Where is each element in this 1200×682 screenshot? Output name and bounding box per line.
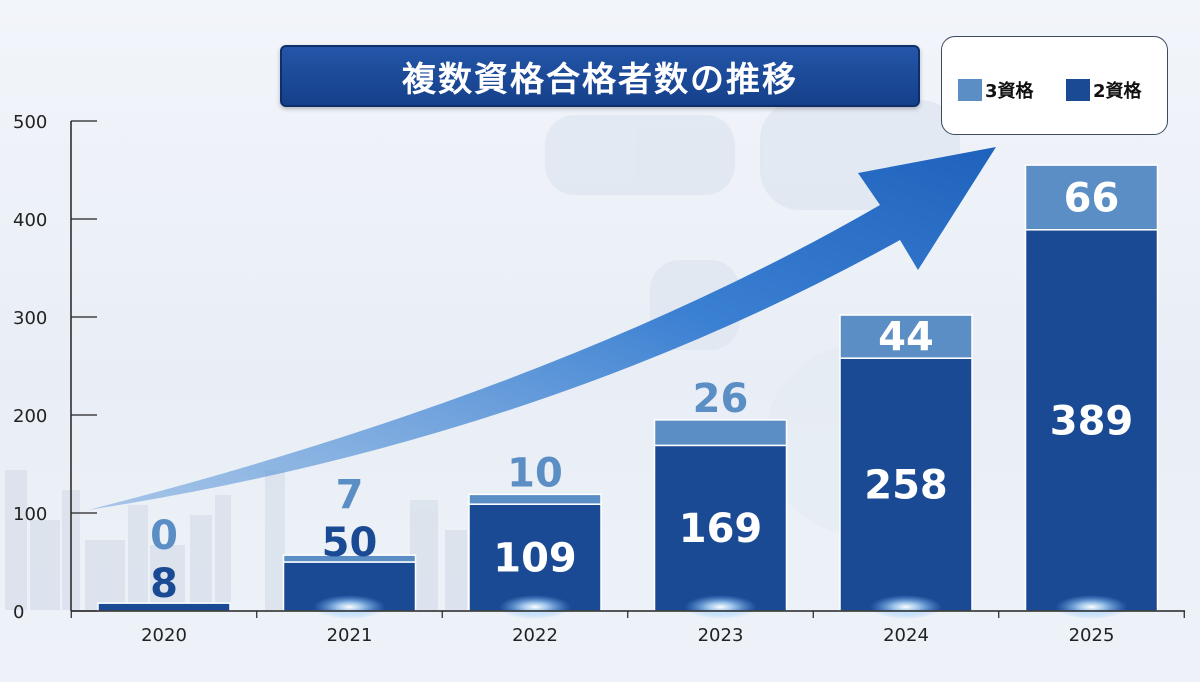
value-label-3-qualifications-2025: 66 (1064, 175, 1120, 221)
value-label-2-qualifications-2023: 169 (679, 506, 763, 552)
bar-base-glow (313, 595, 386, 619)
y-tick-label-500: 500 (13, 112, 47, 133)
bar-3-qualifications-2022 (468, 493, 602, 505)
y-tick-label-400: 400 (13, 210, 47, 231)
bar-2-qualifications-2023 (653, 444, 788, 612)
legend-item-2-qualifications: 2資格 (1066, 77, 1142, 103)
legend-label-3-qualifications: 3資格 (985, 81, 1034, 102)
bar-3-qualifications-2024 (839, 314, 973, 359)
bar-base-glow (684, 595, 757, 619)
x-tick-label-2022: 2022 (512, 625, 558, 646)
x-tick-label-2021: 2021 (327, 625, 373, 646)
bar-3-qualifications-2025 (1024, 164, 1159, 231)
bar-3-qualifications-2021 (282, 554, 417, 563)
legend-label-2-qualifications: 2資格 (1093, 81, 1142, 102)
growth-arrow (88, 147, 996, 510)
bar-base-glow (1055, 595, 1128, 619)
bar-2-qualifications-2025 (1024, 229, 1159, 612)
y-tick-label-300: 300 (13, 308, 47, 329)
value-label-3-qualifications-2021: 7 (336, 472, 364, 518)
value-label-3-qualifications-2020: 0 (150, 513, 178, 559)
x-tick-label-2020: 2020 (141, 625, 187, 646)
value-label-2-qualifications-2022: 109 (493, 536, 577, 582)
chart-title: 複数資格合格者数の推移 (280, 45, 920, 107)
x-tick-label-2025: 2025 (1069, 625, 1115, 646)
value-label-2-qualifications-2025: 389 (1050, 398, 1134, 444)
bar-3-qualifications-2023 (653, 419, 788, 447)
bar-2-qualifications-2022 (468, 503, 602, 612)
value-label-3-qualifications-2024: 44 (878, 315, 934, 361)
value-label-3-qualifications-2023: 26 (693, 376, 749, 422)
x-tick-label-2024: 2024 (883, 625, 929, 646)
value-label-2-qualifications-2020: 8 (150, 561, 178, 607)
x-tick-label-2023: 2023 (698, 625, 744, 646)
legend: 3資格 2資格 (941, 36, 1168, 135)
value-label-2-qualifications-2024: 258 (864, 463, 948, 509)
y-tick-label-100: 100 (13, 504, 47, 525)
legend-item-3-qualifications: 3資格 (958, 77, 1034, 103)
value-label-2-qualifications-2021: 50 (322, 520, 378, 566)
bar-base-glow (499, 595, 571, 619)
bar-2-qualifications-2024 (839, 357, 973, 612)
legend-swatch-3-qualifications (958, 79, 982, 101)
legend-swatch-2-qualifications (1066, 79, 1090, 101)
y-tick-label-0: 0 (13, 602, 24, 623)
value-label-3-qualifications-2022: 10 (507, 450, 563, 496)
y-tick-label-200: 200 (13, 406, 47, 427)
background-skyline (5, 470, 467, 610)
bar-base-glow (870, 595, 942, 619)
